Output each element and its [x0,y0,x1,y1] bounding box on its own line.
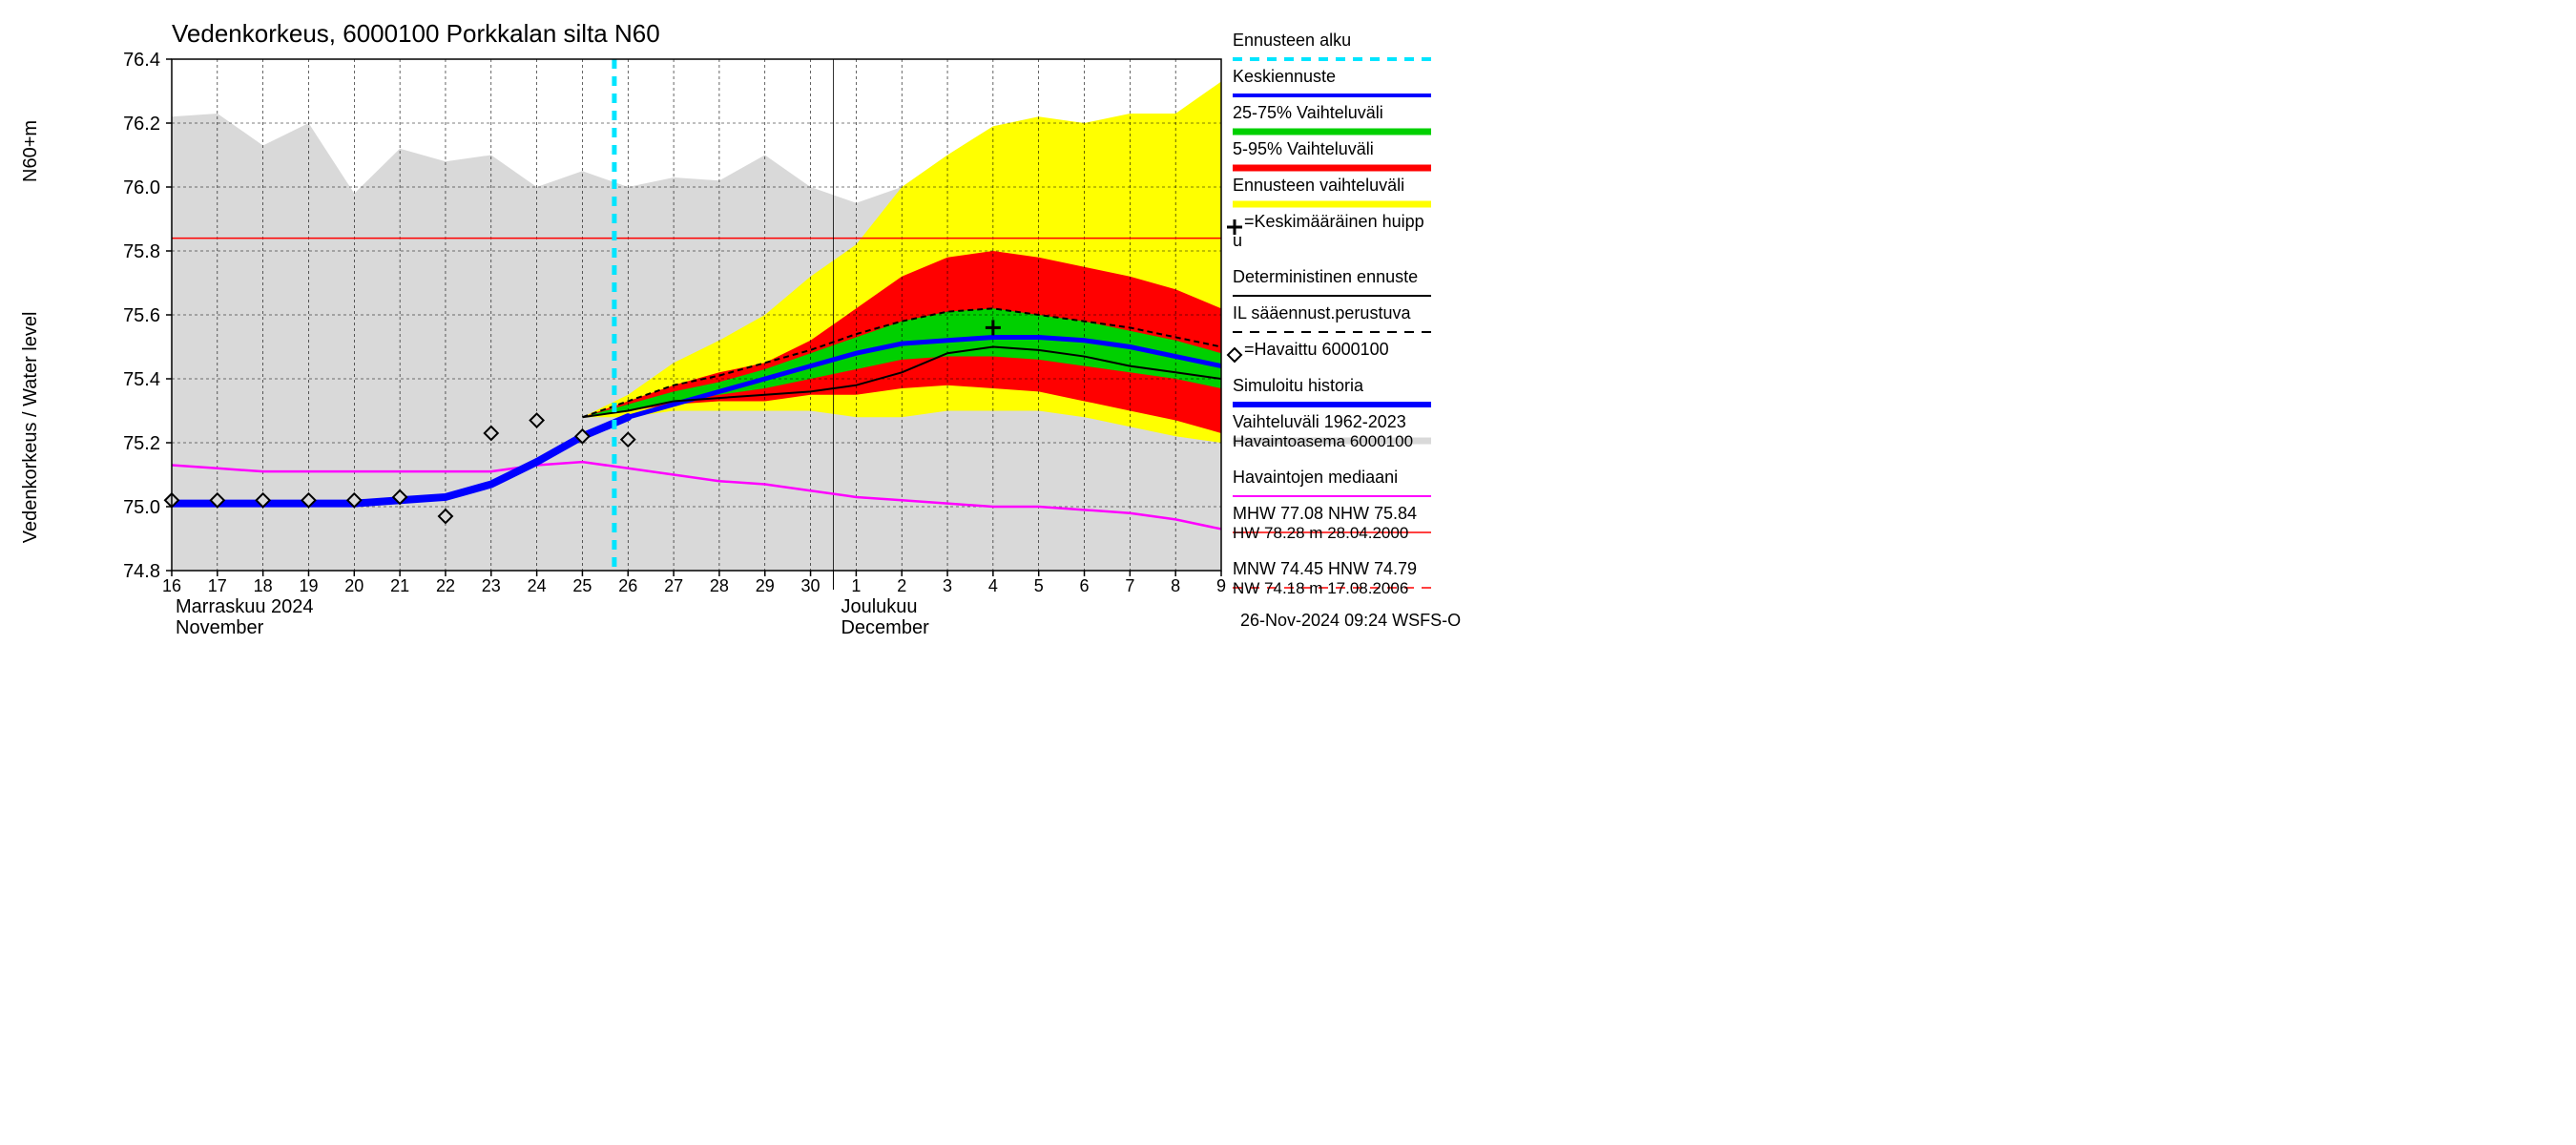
month1-en: November [176,617,264,638]
svg-text:5: 5 [1034,576,1044,595]
svg-text:26: 26 [618,576,637,595]
svg-text:7: 7 [1125,576,1134,595]
svg-text:16: 16 [162,576,181,595]
legend-label: Ennusteen alku [1233,31,1351,50]
svg-text:9: 9 [1216,576,1226,595]
legend-label: MNW 74.45 HNW 74.79 [1233,559,1417,578]
legend-label: 25-75% Vaihteluväli [1233,103,1383,122]
svg-text:74.8: 74.8 [123,561,160,582]
svg-text:25: 25 [572,576,592,595]
forecast-chart: 74.875.075.275.475.675.876.076.276.41617… [0,0,1465,641]
svg-text:8: 8 [1171,576,1180,595]
svg-text:75.6: 75.6 [123,305,160,326]
legend-label: 5-95% Vaihteluväli [1233,139,1374,158]
legend-label: Ennusteen vaihteluväli [1233,176,1404,195]
svg-text:76.2: 76.2 [123,114,160,135]
legend-label: Simuloitu historia [1233,376,1364,395]
svg-text:20: 20 [344,576,364,595]
legend-diamond-icon [1228,348,1241,362]
legend-sublabel: HW 78.28 m 28.04.2000 [1233,524,1408,542]
legend-label-wrap: u [1233,231,1242,250]
legend-sublabel: Havaintoasema 6000100 [1233,432,1413,450]
month2-en: December [841,617,929,638]
svg-text:29: 29 [756,576,775,595]
legend-label: Havaintojen mediaani [1233,468,1398,487]
chart-title: Vedenkorkeus, 6000100 Porkkalan silta N6… [172,19,660,48]
svg-text:23: 23 [482,576,501,595]
legend-label: =Havaittu 6000100 [1244,340,1389,359]
svg-text:27: 27 [664,576,683,595]
month1-fi: Marraskuu 2024 [176,596,314,617]
svg-text:24: 24 [528,576,547,595]
y-axis-label: Vedenkorkeus / Water level [20,312,41,544]
svg-text:75.2: 75.2 [123,433,160,454]
month2-fi: Joulukuu [841,596,917,617]
svg-text:22: 22 [436,576,455,595]
svg-text:6: 6 [1080,576,1090,595]
legend-label: Deterministinen ennuste [1233,267,1418,286]
chart-footer: 26-Nov-2024 09:24 WSFS-O [1240,611,1461,630]
legend-sublabel: NW 74.18 m 17.08.2006 [1233,579,1408,597]
legend-label: =Keskimääräinen huipp [1244,212,1424,231]
legend-label: Vaihteluväli 1962-2023 [1233,412,1406,431]
svg-text:2: 2 [897,576,906,595]
svg-text:76.4: 76.4 [123,50,160,71]
svg-text:30: 30 [801,576,821,595]
y-axis-unit: N60+m [20,120,41,182]
svg-text:3: 3 [943,576,952,595]
svg-text:75.8: 75.8 [123,241,160,262]
svg-text:76.0: 76.0 [123,177,160,198]
svg-text:28: 28 [710,576,729,595]
svg-text:19: 19 [299,576,318,595]
svg-text:75.0: 75.0 [123,497,160,518]
svg-text:1: 1 [851,576,861,595]
legend-label: Keskiennuste [1233,67,1336,86]
legend-label: IL sääennust.perustuva [1233,303,1411,323]
svg-text:18: 18 [254,576,273,595]
svg-text:4: 4 [988,576,998,595]
svg-text:17: 17 [208,576,227,595]
svg-text:21: 21 [390,576,409,595]
svg-text:75.4: 75.4 [123,369,160,390]
chart-container: 74.875.075.275.475.675.876.076.276.41617… [0,0,1465,641]
legend-label: MHW 77.08 NHW 75.84 [1233,504,1417,523]
